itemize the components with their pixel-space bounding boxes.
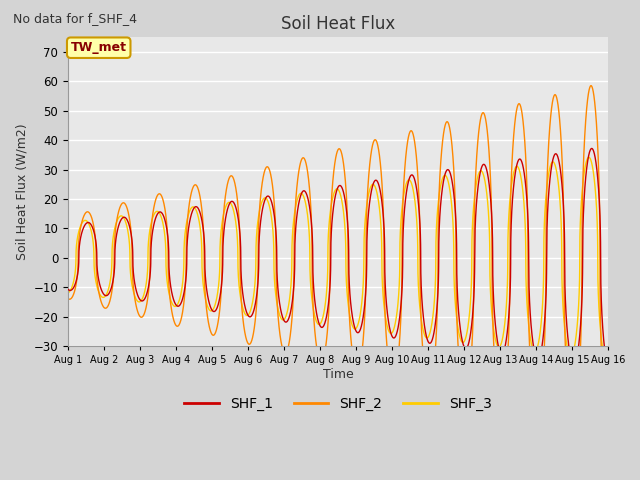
SHF_1 bbox=[581, 182, 589, 188]
SHF_3 bbox=[64, 290, 72, 296]
SHF_2 bbox=[459, 389, 467, 395]
SHF_1 bbox=[459, 339, 467, 345]
Text: No data for f_SHF_4: No data for f_SHF_4 bbox=[13, 12, 137, 25]
SHF_3 bbox=[575, 306, 582, 312]
SHF_2 bbox=[319, 356, 327, 361]
Title: Soil Heat Flux: Soil Heat Flux bbox=[281, 15, 395, 33]
SHF_2 bbox=[64, 296, 72, 301]
SHF_2 bbox=[474, 139, 482, 144]
SHF_1 bbox=[474, 186, 482, 192]
SHF_2 bbox=[587, 83, 595, 88]
SHF_3 bbox=[319, 312, 327, 318]
Line: SHF_1: SHF_1 bbox=[68, 148, 608, 367]
SHF_1 bbox=[604, 364, 612, 370]
X-axis label: Time: Time bbox=[323, 368, 353, 381]
SHF_3 bbox=[248, 304, 255, 310]
SHF_1 bbox=[64, 287, 72, 292]
Line: SHF_2: SHF_2 bbox=[68, 85, 608, 432]
SHF_1 bbox=[248, 313, 255, 319]
SHF_3 bbox=[581, 164, 589, 170]
Text: TW_met: TW_met bbox=[71, 41, 127, 54]
SHF_2 bbox=[248, 338, 255, 344]
SHF_3 bbox=[474, 174, 482, 180]
Line: SHF_3: SHF_3 bbox=[68, 157, 608, 360]
Y-axis label: Soil Heat Flux (W/m2): Soil Heat Flux (W/m2) bbox=[15, 123, 28, 260]
SHF_3 bbox=[459, 339, 467, 345]
SHF_3 bbox=[603, 358, 611, 363]
SHF_2 bbox=[575, 386, 582, 392]
SHF_3 bbox=[585, 155, 593, 160]
SHF_2 bbox=[604, 430, 612, 435]
SHF_2 bbox=[581, 127, 589, 132]
SHF_1 bbox=[319, 324, 327, 329]
SHF_1 bbox=[575, 345, 582, 350]
Legend: SHF_1, SHF_2, SHF_3: SHF_1, SHF_2, SHF_3 bbox=[179, 391, 497, 416]
SHF_1 bbox=[588, 145, 596, 151]
SHF_3 bbox=[604, 357, 612, 363]
